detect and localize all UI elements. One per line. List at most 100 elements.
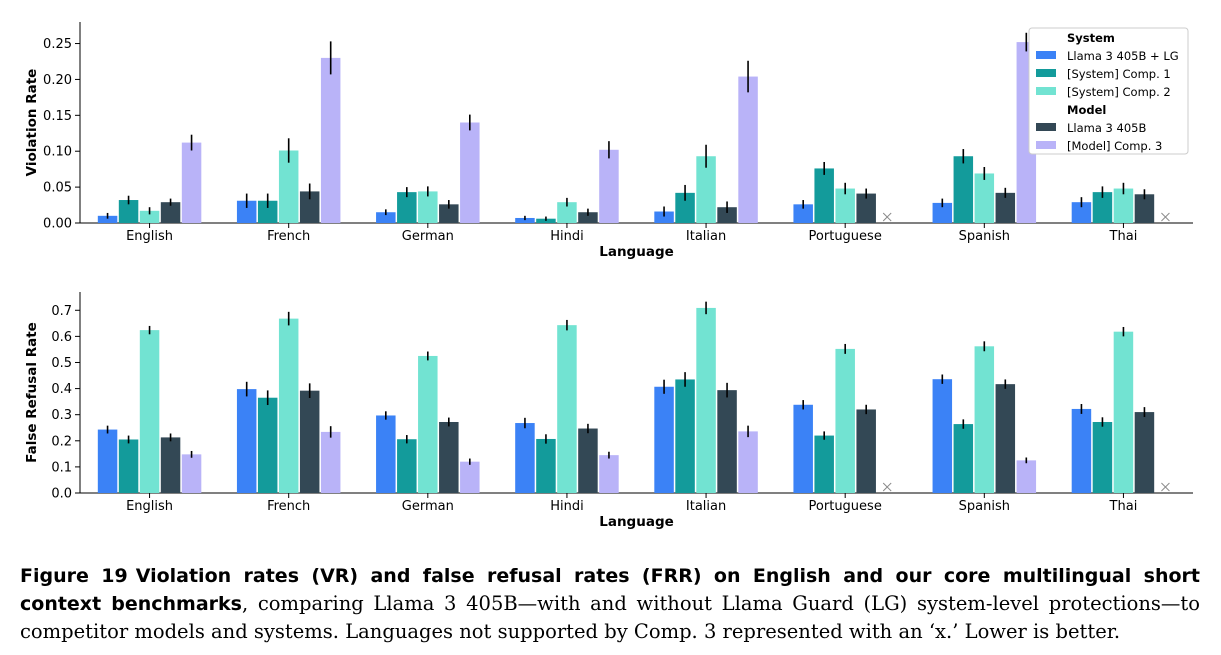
bar xyxy=(578,212,598,223)
bar xyxy=(1113,331,1134,493)
x-tick-label: German xyxy=(402,499,454,514)
legend-entry: [System] Comp. 1 xyxy=(1067,67,1171,81)
x-tick-label: Portuguese xyxy=(809,499,882,514)
y-tick-label: 0.00 xyxy=(43,217,72,232)
bar xyxy=(696,307,716,493)
bar xyxy=(97,215,118,223)
y-tick-label: 0.7 xyxy=(51,304,72,319)
x-tick-label: German xyxy=(402,229,454,244)
bar xyxy=(717,207,737,223)
bar xyxy=(97,429,118,493)
bar xyxy=(675,379,695,493)
bar xyxy=(856,193,876,223)
bar xyxy=(814,435,834,493)
bar xyxy=(376,212,396,223)
legend-entry: [System] Comp. 2 xyxy=(1067,85,1171,99)
bar xyxy=(278,150,299,223)
bar xyxy=(320,431,341,493)
legend-box xyxy=(1028,27,1189,155)
bar xyxy=(654,386,674,493)
x-tick-label: English xyxy=(126,499,173,514)
y-axis-label: False Refusal Rate xyxy=(24,322,40,463)
x-tick-label: French xyxy=(267,229,310,244)
y-tick-label: 0.2 xyxy=(51,434,72,449)
bar xyxy=(515,217,535,223)
legend-swatch xyxy=(1036,51,1056,59)
bar xyxy=(738,431,758,493)
chart-panel-1: 0.00 0.05 0.10 0.15 0.20 0.25 English French Ger… xyxy=(24,22,1193,260)
x-axis-label: Language xyxy=(599,514,674,530)
x-tick-label: Thai xyxy=(1109,499,1138,514)
bar xyxy=(236,200,257,223)
bar xyxy=(738,76,758,223)
legend-group-title: System xyxy=(1067,31,1115,45)
bar xyxy=(460,461,480,493)
y-tick-label: 0.1 xyxy=(51,460,72,475)
bar xyxy=(397,192,417,223)
bar xyxy=(793,204,813,223)
bar xyxy=(974,346,995,493)
bar xyxy=(578,428,598,493)
figure-title: Violation rates (VR) and false refusal r… xyxy=(20,565,1200,615)
bar xyxy=(599,149,619,223)
bar xyxy=(257,397,278,493)
x-tick-label: Portuguese xyxy=(809,229,882,244)
bar xyxy=(118,200,139,223)
unsupported-marker xyxy=(882,482,892,492)
bar xyxy=(835,348,855,493)
bar xyxy=(1092,421,1113,493)
bar xyxy=(299,191,320,223)
legend: System Llama 3 405B + LG [System] Comp. 1 [… xyxy=(1028,27,1189,155)
bar xyxy=(257,200,278,223)
legend-swatch xyxy=(1036,141,1056,149)
x-tick-label: Spanish xyxy=(959,499,1010,514)
bar xyxy=(278,318,299,493)
x-tick-label: Italian xyxy=(686,229,726,244)
x-tick-label: Hindi xyxy=(550,229,584,244)
bar xyxy=(418,355,438,493)
bar xyxy=(439,421,459,493)
y-tick-label: 0.4 xyxy=(51,382,72,397)
legend-entry: [Model] Comp. 3 xyxy=(1067,139,1162,153)
bar xyxy=(181,142,202,223)
x-tick-label: Spanish xyxy=(959,229,1010,244)
bar xyxy=(160,202,181,223)
legend-entry: Llama 3 405B + LG xyxy=(1067,49,1179,63)
bar xyxy=(118,439,139,493)
chart-panel-2: 0.0 0.1 0.2 0.3 0.4 0.5 0.6 0.7 English French Ger… xyxy=(24,292,1193,530)
y-tick-label: 0.05 xyxy=(43,181,72,196)
y-tick-label: 0.5 xyxy=(51,356,72,371)
bar xyxy=(376,415,396,493)
bar xyxy=(139,210,160,223)
bar xyxy=(1092,192,1113,223)
bar xyxy=(536,438,556,493)
x-tick-label: Hindi xyxy=(550,499,584,514)
x-tick-label: French xyxy=(267,499,310,514)
legend-swatch xyxy=(1036,69,1056,77)
bar xyxy=(397,439,417,493)
bar xyxy=(835,188,855,223)
bar xyxy=(1113,188,1134,223)
x-tick-label: Italian xyxy=(686,499,726,514)
figure-caption-text: , comparing Llama 3 405B—with and withou… xyxy=(20,592,1201,643)
y-tick-label: 0.10 xyxy=(43,145,72,160)
y-axis-label: Violation Rate xyxy=(24,69,40,177)
bar xyxy=(793,404,813,493)
bar xyxy=(181,454,202,493)
legend-swatch xyxy=(1036,87,1056,95)
unsupported-marker xyxy=(882,212,892,222)
bar xyxy=(995,192,1016,223)
bar xyxy=(320,57,341,224)
bar xyxy=(160,437,181,493)
bar xyxy=(460,122,480,223)
y-tick-label: 0.3 xyxy=(51,408,72,423)
figure-label: Figure 19 xyxy=(20,565,128,587)
bar xyxy=(974,173,995,223)
bar xyxy=(439,204,459,223)
bar xyxy=(515,423,535,493)
x-tick-label: Thai xyxy=(1109,229,1138,244)
bar xyxy=(236,389,257,493)
y-tick-label: 0.6 xyxy=(51,330,72,345)
bar xyxy=(1134,412,1155,493)
bar xyxy=(139,330,160,493)
